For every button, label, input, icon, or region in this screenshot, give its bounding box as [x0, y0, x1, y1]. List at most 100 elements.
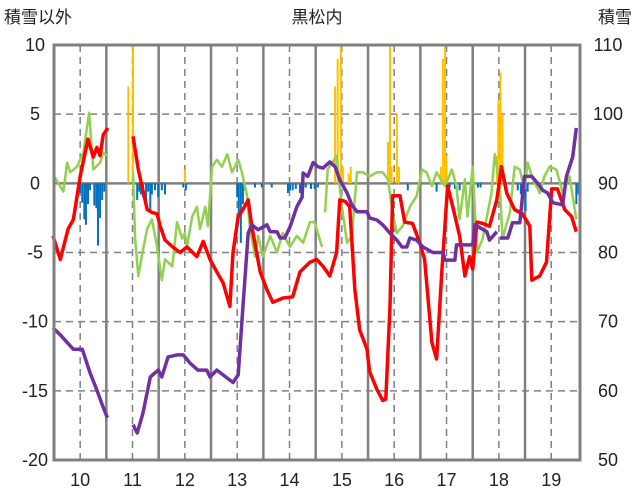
bar-negative [182, 183, 185, 188]
bar-negative [241, 183, 244, 205]
bar-negative [524, 183, 527, 211]
bar-positive [339, 45, 342, 184]
bar-positive [183, 169, 186, 184]
series-line-purple [131, 160, 499, 435]
y-left-tick-label: 0 [30, 173, 40, 193]
y-left-tick-label: 5 [30, 104, 40, 124]
x-tick-label: 19 [541, 470, 561, 490]
chart-title: 黒松内 [292, 8, 343, 28]
bar-negative [286, 183, 289, 194]
y-left-tick-label: -15 [22, 381, 48, 401]
right-axis-title: 積雪 [598, 8, 632, 28]
y-right-tick-label: 80 [598, 243, 618, 263]
y-left-tick-label: -10 [22, 312, 48, 332]
x-tick-label: 11 [123, 470, 142, 490]
bar-negative [316, 183, 319, 188]
bar-negative [89, 183, 92, 191]
bar-positive [347, 173, 350, 184]
y-left-tick-label: -5 [27, 243, 43, 263]
x-tick-label: 17 [437, 470, 457, 490]
bar-positive [443, 45, 446, 184]
bar-negative [270, 183, 273, 188]
bar-negative [163, 183, 166, 195]
bar-positive [439, 166, 442, 184]
series-line-red [51, 127, 110, 262]
bar-negative [476, 183, 479, 188]
bar-negative [519, 183, 522, 195]
series-line-red [131, 136, 578, 403]
bar-negative [253, 183, 256, 188]
bar-positive [349, 166, 352, 184]
bar-negative [575, 183, 578, 205]
bar-negative [81, 183, 84, 203]
x-tick-label: 15 [332, 470, 352, 490]
bar-negative [145, 183, 148, 205]
bar-negative [304, 183, 307, 188]
bar-negative [79, 183, 82, 194]
x-tick-label: 18 [489, 470, 509, 490]
bar-positive [390, 166, 393, 184]
bar-positive [127, 86, 130, 184]
bar-negative [237, 183, 240, 218]
bar-negative [516, 183, 519, 191]
bar-negative [93, 183, 96, 206]
bars [79, 45, 580, 246]
bar-positive [445, 155, 448, 184]
bar-negative [84, 183, 87, 225]
series-line-green [131, 153, 324, 282]
bar-negative [298, 183, 301, 194]
bar-negative [406, 183, 409, 191]
bar-negative [154, 183, 157, 191]
series-line-purple [51, 326, 110, 419]
x-tick-label: 12 [175, 470, 195, 490]
series-line-purple [499, 127, 579, 240]
bar-negative [289, 183, 292, 191]
bar-positive [389, 45, 392, 184]
y-right-tick-label: 90 [598, 173, 618, 193]
bar-negative [184, 183, 187, 191]
bar-positive [386, 141, 389, 184]
bar-negative [291, 183, 294, 191]
y-right-tick-label: 60 [598, 381, 618, 401]
bar-negative [147, 183, 150, 192]
y-right-tick-label: 70 [598, 312, 618, 332]
bar-negative [83, 183, 86, 220]
bar-negative [309, 183, 312, 189]
bar-positive [501, 114, 504, 184]
bar-negative [479, 183, 482, 188]
bar-negative [458, 183, 461, 191]
bar-positive [397, 166, 400, 184]
y-right-tick-label: 100 [593, 104, 623, 124]
bar-negative [96, 183, 99, 246]
bar-negative [157, 183, 160, 198]
y-right-tick-label: 50 [598, 450, 618, 470]
bar-negative [577, 183, 580, 195]
bar-negative [103, 183, 106, 192]
x-tick-label: 13 [227, 470, 247, 490]
series-lines [51, 111, 579, 435]
bar-negative [138, 183, 141, 192]
bar-negative [101, 183, 104, 200]
bar-negative [526, 183, 529, 192]
bar-negative [149, 183, 152, 211]
x-tick-label: 14 [280, 470, 300, 490]
bar-positive [341, 166, 344, 184]
bar-positive [441, 58, 444, 184]
plot-frame [52, 43, 582, 462]
bar-negative [294, 183, 297, 189]
bar-negative [260, 183, 263, 188]
bar-negative [136, 183, 139, 200]
bar-negative [95, 183, 98, 209]
y-left-tick-label: 10 [25, 35, 45, 55]
bar-negative [150, 183, 153, 195]
x-tick-label: 16 [384, 470, 404, 490]
bar-negative [313, 183, 316, 189]
y-right-tick-label: 110 [594, 35, 623, 55]
bar-negative [435, 183, 438, 192]
bar-negative [236, 183, 239, 198]
bar-positive [132, 45, 135, 184]
bar-positive [499, 72, 502, 184]
series-line-green [51, 111, 109, 193]
